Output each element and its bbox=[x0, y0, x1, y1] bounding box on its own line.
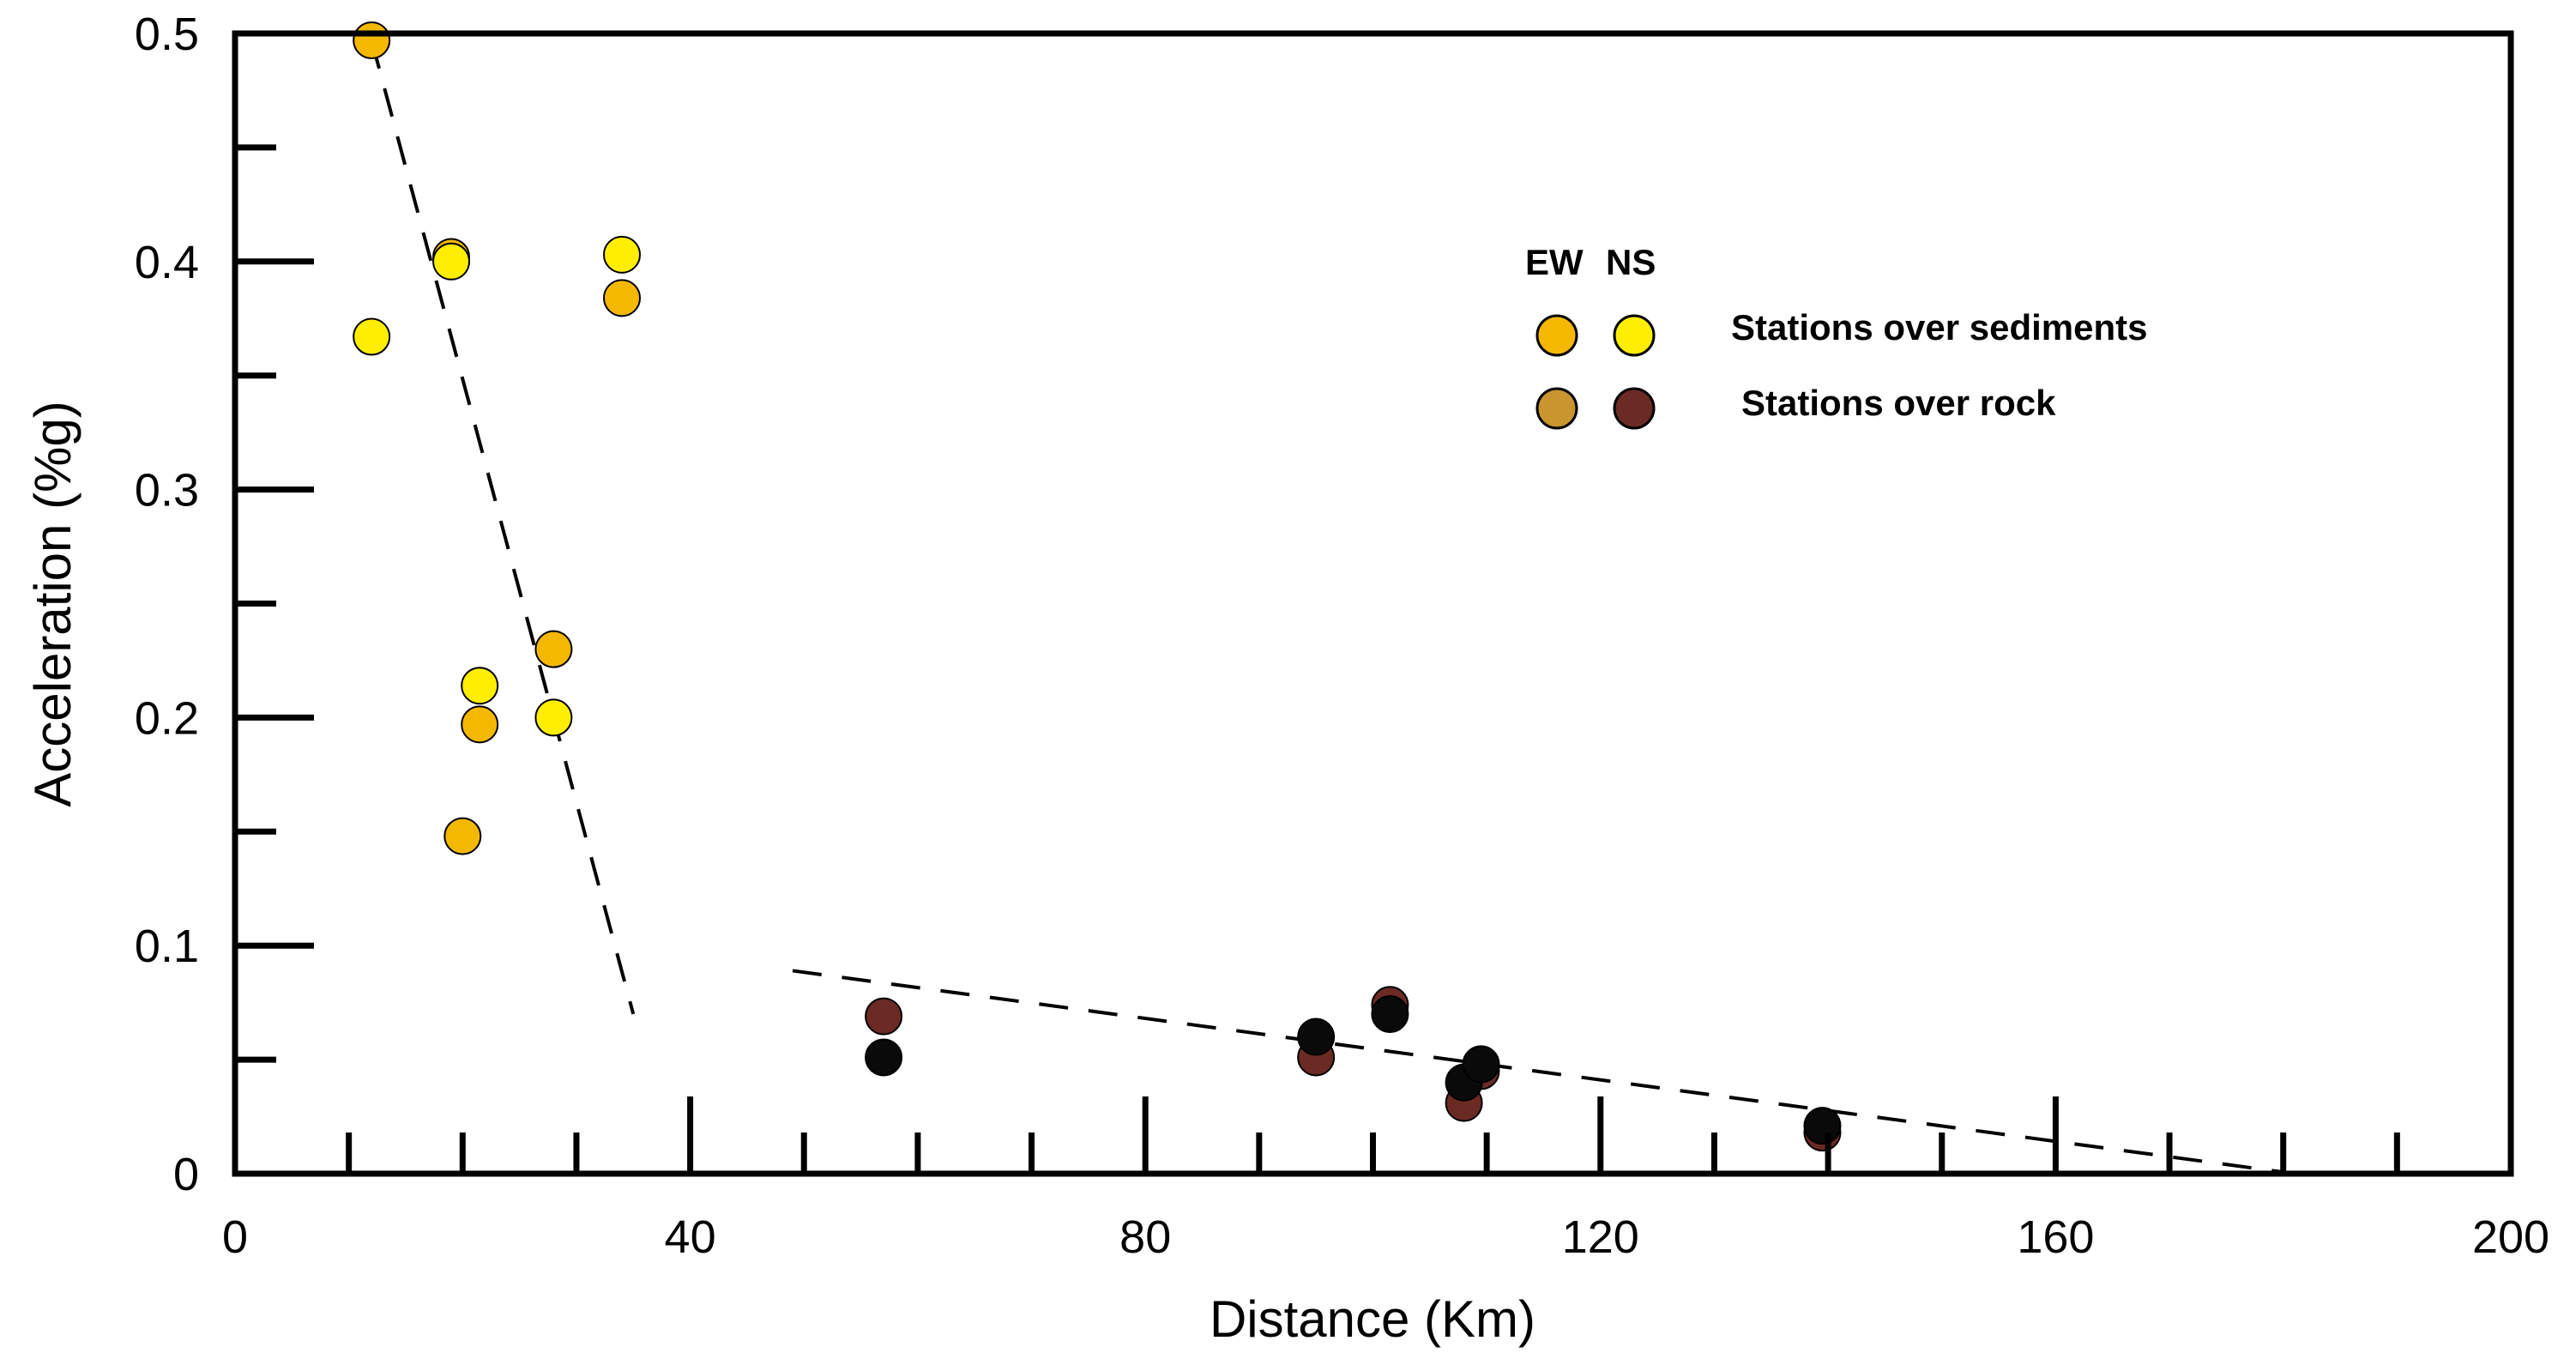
axis-tick-labels: 0 40 80 120 160 200 0 0.1 0.2 0.3 0.4 0.5 bbox=[135, 9, 2549, 1263]
legend-marker-rock-ns bbox=[1613, 387, 1656, 430]
data-point bbox=[534, 630, 573, 668]
x-tick-label: 200 bbox=[2472, 1211, 2549, 1263]
y-axis-title: Acceleration (%g) bbox=[24, 401, 81, 807]
legend-marker-rock-ew bbox=[1535, 387, 1578, 430]
data-point bbox=[443, 817, 482, 855]
legend-label-sediments: Stations over sediments bbox=[1731, 307, 2147, 347]
x-tick-label: 80 bbox=[1119, 1211, 1171, 1263]
axis-ticks bbox=[235, 144, 2400, 1174]
y-tick-label: 0 bbox=[173, 1149, 199, 1200]
data-point bbox=[1462, 1045, 1500, 1084]
data-point bbox=[603, 235, 642, 274]
y-tick-label: 0.2 bbox=[135, 692, 199, 744]
data-point bbox=[461, 705, 499, 744]
data-point bbox=[1371, 994, 1409, 1033]
x-tick-label: 40 bbox=[665, 1211, 716, 1263]
data-points bbox=[353, 21, 1842, 1152]
legend-marker-sediments-ns bbox=[1613, 314, 1656, 357]
y-tick-label: 0.1 bbox=[135, 921, 199, 972]
data-point bbox=[534, 698, 573, 737]
legend-header-ns: NS bbox=[1606, 242, 1656, 282]
legend-label-rock: Stations over rock bbox=[1741, 383, 2056, 423]
x-tick-label: 120 bbox=[1562, 1211, 1639, 1263]
x-tick-label: 160 bbox=[2017, 1211, 2094, 1263]
y-tick-label: 0.4 bbox=[135, 237, 199, 288]
data-point bbox=[603, 279, 642, 317]
data-point bbox=[1803, 1107, 1842, 1145]
trend-lines bbox=[370, 39, 2295, 1175]
data-point bbox=[353, 317, 391, 356]
x-tick-label: 0 bbox=[222, 1211, 248, 1263]
trend-line bbox=[792, 969, 2295, 1175]
legend: EW NS Stations over sediments Stations o… bbox=[1525, 242, 2147, 430]
trend-line bbox=[370, 39, 636, 1015]
legend-header-ew: EW bbox=[1525, 242, 1584, 282]
data-point bbox=[865, 997, 903, 1036]
data-point bbox=[1297, 1018, 1336, 1056]
data-point bbox=[461, 667, 499, 705]
y-tick-label: 0.5 bbox=[135, 9, 199, 60]
legend-marker-sediments-ew bbox=[1535, 314, 1578, 357]
data-point bbox=[432, 242, 471, 281]
data-point bbox=[353, 21, 391, 59]
data-point bbox=[865, 1038, 903, 1077]
y-tick-label: 0.3 bbox=[135, 465, 199, 516]
x-axis-title: Distance (Km) bbox=[1210, 1290, 1535, 1348]
